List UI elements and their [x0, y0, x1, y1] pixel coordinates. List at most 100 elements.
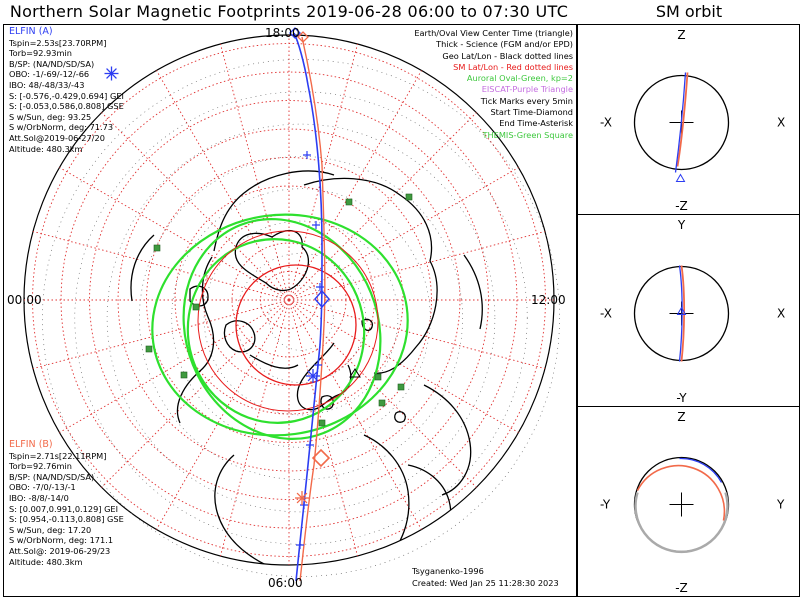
legend-entry: Earth/Oval View Center Time (triangle) — [414, 28, 573, 38]
coastline — [303, 177, 438, 374]
elfin-b-info: ELFIN (B) Tspin=2.71s[22.11RPM] Torb=92.… — [9, 439, 124, 567]
elfin-b-line: OBO: -7/0/-13/-1 — [9, 482, 76, 493]
sm-longitude-line — [288, 299, 422, 530]
coastline — [296, 342, 352, 411]
legend-entry: Tick Marks every 5min — [480, 95, 573, 106]
legend-entry: Auroral Oval-Green, kp=2 — [466, 73, 573, 84]
sm-orbit-panel-xy: Y -Y -X X — [577, 214, 800, 407]
model-label: Tsyganenko-1996 — [412, 566, 484, 576]
auroral-oval-middle — [182, 218, 382, 440]
themis-station — [192, 303, 200, 311]
geo-latitude-circle — [236, 253, 366, 383]
elfin-b-orbit — [680, 265, 686, 362]
sm-orbit-yz-plot: Z -Z -Y Y — [600, 410, 785, 595]
axis-label-top: Z — [677, 410, 685, 424]
elfin-b-line: Tspin=2.71s[22.11RPM] — [9, 450, 107, 461]
axis-label-left: -Y — [600, 498, 611, 512]
elfin-b-end-asterisk — [295, 491, 309, 505]
sm-latitude-circle — [117, 128, 461, 472]
sm-longitude-line — [219, 299, 290, 557]
elfin-a-orbit — [679, 457, 723, 483]
elfin-a-track — [293, 32, 323, 582]
elfin-b-track — [299, 36, 326, 582]
elfin-b-top-diamond — [297, 31, 309, 43]
sm-longitude-line — [156, 70, 290, 301]
axis-label-left: -X — [600, 307, 612, 321]
themis-station — [318, 419, 326, 427]
elfin-a-line: S w/OrbNorm, deg: 71.73 — [9, 122, 114, 133]
satellite-tracks — [104, 27, 331, 582]
map-legend: Earth/Oval View Center Time (triangle) T… — [414, 28, 573, 141]
axis-label-bottom: -Z — [675, 581, 688, 595]
elfin-b-line: S w/Sun, deg: 17.20 — [9, 524, 92, 535]
track-tick — [300, 501, 308, 509]
elfin-b-orbit-shadow — [634, 492, 729, 554]
axis-label-top: Y — [677, 218, 686, 232]
sm-latitude-circle — [89, 100, 489, 500]
mlt-label-bottom: 06:00 — [268, 576, 303, 590]
sm-longitude-line — [288, 70, 422, 301]
sm-longitude-line — [59, 167, 290, 301]
elfin-b-line: IBO: -8/8/-14/0 — [9, 492, 69, 503]
geo-latitude-circle — [139, 156, 463, 480]
themis-station — [378, 399, 386, 407]
coastline — [407, 464, 452, 556]
elfin-a-orbit — [678, 265, 683, 362]
sm-longitude-line — [32, 230, 290, 301]
sm-orbit-xz-plot: Z -Z -X X — [600, 28, 785, 213]
elfin-a-line: S: [-0.053,0.586,0.808] GSE — [9, 101, 124, 112]
sm-circle-outer — [197, 230, 379, 412]
axis-label-right: X — [777, 116, 785, 130]
themis-station — [397, 383, 405, 391]
legend-entry: End Time-Asterisk — [499, 118, 573, 129]
coastline — [463, 254, 483, 330]
themis-station — [145, 345, 153, 353]
elfin-b-orbit — [676, 72, 689, 167]
auroral-ovals — [151, 213, 409, 440]
coastline — [320, 395, 334, 410]
legend-entry: THEMIS-Green Square — [482, 129, 573, 140]
coastline — [394, 411, 406, 423]
elfin-b-line: S: [0.007,0.991,0.129] GEI — [9, 503, 119, 514]
elfin-b-line: Altitude: 480.3km — [9, 556, 83, 567]
elfin-b-line: S: [0.954,-0.113,0.808] GSE — [9, 514, 124, 525]
axis-label-right: Y — [776, 498, 785, 512]
themis-station — [405, 193, 413, 201]
sm-longitude-line — [288, 299, 519, 433]
elfin-b-start-diamond — [311, 448, 331, 468]
created-timestamp: Created: Wed Jan 25 11:28:30 2023 — [412, 578, 559, 588]
page-title: Northern Solar Magnetic Footprints 2019-… — [9, 2, 569, 21]
sm-longitude-line — [288, 167, 519, 301]
mlt-label-top: 18:00 — [265, 26, 300, 40]
elfin-b-line: Att.Sol@: 2019-06-29/23 — [9, 545, 111, 556]
elfin-b-name: ELFIN (B) — [9, 439, 53, 450]
track-tick — [312, 221, 320, 229]
sm-pole-circle — [235, 264, 357, 386]
track-tick — [303, 151, 311, 159]
elfin-a-line: S: [-0.576,-0.429,0.694] GEI — [9, 90, 124, 101]
auroral-oval-outer — [151, 213, 409, 437]
geo-latitude-circle — [106, 123, 496, 513]
axis-label-top: Z — [677, 28, 685, 42]
axis-label-right: X — [777, 307, 785, 321]
earth-circle — [633, 74, 730, 171]
sm-longitude-line — [219, 43, 290, 301]
mlt-label-left: 00:00 — [7, 293, 42, 307]
coastline — [176, 256, 215, 424]
coastline — [423, 384, 472, 496]
elfin-a-line: Altitude: 480.3km — [9, 143, 83, 154]
sm-orbit-panel-xz: Z -Z -X X — [577, 24, 800, 215]
sm-longitude-line — [156, 299, 290, 530]
view-triangle — [675, 173, 686, 182]
elfin-a-line: Torb=92.93min — [9, 48, 72, 59]
elfin-a-line: Att.Sol@2019-06-27/20 — [9, 132, 105, 143]
elfin-a-end-asterisk — [104, 66, 119, 81]
elfin-b-orbit — [636, 464, 726, 521]
axis-label-left: -X — [600, 116, 612, 130]
elfin-a-line: IBO: 48/-48/33/-43 — [9, 79, 85, 90]
coastline — [223, 320, 256, 353]
themis-station — [180, 371, 188, 379]
sm-orbit-title: SM orbit — [655, 2, 723, 21]
elfin-b-line: S w/OrbNorm, deg: 171.1 — [9, 535, 114, 546]
